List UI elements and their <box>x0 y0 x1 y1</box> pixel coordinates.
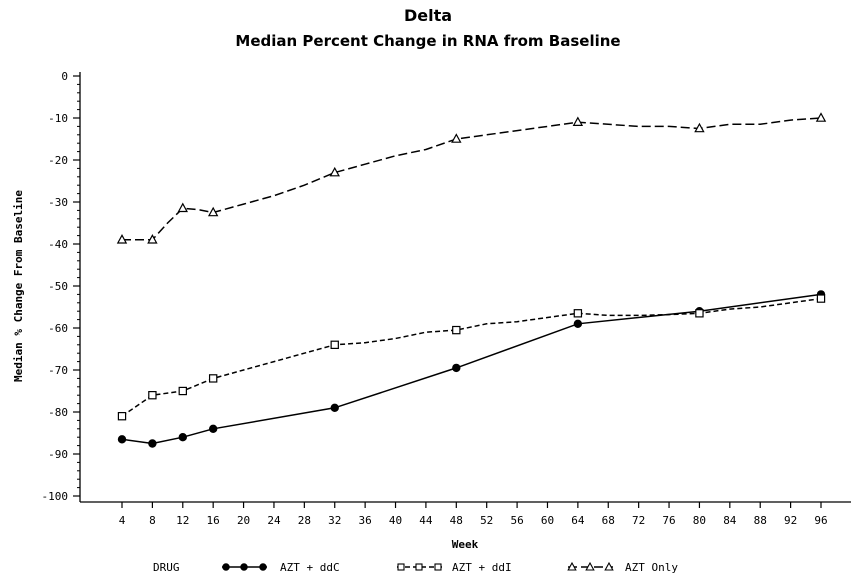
data-point <box>452 363 461 373</box>
series-2 <box>116 112 827 244</box>
data-point <box>452 325 461 335</box>
legend-marker <box>240 563 248 571</box>
legend-marker <box>434 563 442 571</box>
data-point <box>178 386 187 396</box>
chart-title: Delta <box>404 6 452 25</box>
series-1 <box>117 294 826 421</box>
y-tick-label: -100 <box>42 490 69 503</box>
data-point <box>207 206 219 217</box>
data-point <box>148 439 157 448</box>
chart-subtitle: Median Percent Change in RNA from Baseli… <box>235 32 620 50</box>
x-tick-label: 16 <box>207 514 220 527</box>
x-tick-label: 44 <box>419 514 433 527</box>
legend-label: AZT + ddI <box>452 561 512 574</box>
y-tick-label: -90 <box>48 448 68 461</box>
y-tick-label: -10 <box>48 112 68 125</box>
data-point <box>815 112 827 122</box>
y-tick-label: -60 <box>48 322 68 335</box>
x-tick-label: 28 <box>298 514 311 527</box>
data-point <box>208 374 218 383</box>
data-point <box>329 166 340 177</box>
x-tick-label: 68 <box>602 514 615 527</box>
legend-marker <box>604 561 614 571</box>
data-point <box>178 433 187 442</box>
x-tick-label: 88 <box>754 514 767 527</box>
y-tick-label: -70 <box>48 364 68 377</box>
y-axis-label: Median % Change From Baseline <box>12 190 25 382</box>
y-tick-label: -80 <box>48 406 68 419</box>
x-tick-label: 12 <box>176 514 189 527</box>
x-tick-label: 20 <box>237 514 250 527</box>
data-point <box>148 391 157 400</box>
x-ticks: 4 8 12 16 20 24 28 32 36 40 44 48 52 56 60 64 68 72 76 80 84… <box>119 502 828 527</box>
legend-title: DRUG <box>153 561 180 574</box>
x-tick-label: 40 <box>389 514 402 527</box>
data-point <box>117 412 127 421</box>
x-tick-label: 60 <box>541 514 554 527</box>
y-tick-label: -50 <box>48 280 68 293</box>
data-point <box>116 234 128 244</box>
y-tick-label: -40 <box>48 238 68 251</box>
data-point <box>694 122 705 133</box>
data-point <box>573 319 583 328</box>
series-line <box>121 293 822 445</box>
legend-label: AZT + ddC <box>280 561 340 574</box>
y-tick-label: -20 <box>48 154 68 167</box>
x-tick-label: 8 <box>149 514 156 527</box>
data-point <box>147 234 158 244</box>
legend-marker <box>259 563 267 571</box>
x-tick-label: 4 <box>119 514 126 527</box>
data-point <box>330 403 339 412</box>
series-line <box>121 297 822 417</box>
legend-marker <box>415 563 423 571</box>
series-line <box>122 117 822 241</box>
x-tick-label: 24 <box>267 514 281 527</box>
x-tick-label: 32 <box>328 514 341 527</box>
data-point <box>208 424 218 433</box>
x-tick-label: 84 <box>723 514 737 527</box>
x-axis-label: Week <box>452 538 479 551</box>
x-tick-label: 96 <box>814 514 827 527</box>
series-0 <box>117 290 826 448</box>
data-point <box>177 202 188 213</box>
x-tick-label: 76 <box>662 514 675 527</box>
legend: DRUG AZT + ddC AZT + ddI AZT Only <box>153 561 678 574</box>
series-layer <box>116 112 827 448</box>
x-tick-label: 64 <box>571 514 585 527</box>
y-ticks: 0 -10 -20 -30 -40 -50 -60 -70 -80 -90 -100 <box>42 70 80 503</box>
legend-marker <box>222 563 230 571</box>
x-tick-label: 36 <box>359 514 372 527</box>
x-tick-label: 92 <box>784 514 797 527</box>
data-point <box>695 309 704 318</box>
data-point <box>572 116 584 127</box>
legend-marker <box>397 563 405 571</box>
data-point <box>451 133 462 143</box>
x-tick-label: 80 <box>693 514 706 527</box>
x-tick-label: 56 <box>510 514 523 527</box>
legend-label: AZT Only <box>625 561 678 574</box>
y-tick-label: -30 <box>48 196 68 209</box>
data-point <box>117 435 127 444</box>
legend-marker <box>567 561 577 571</box>
x-tick-label: 72 <box>632 514 645 527</box>
data-point <box>573 309 583 318</box>
x-tick-label: 48 <box>450 514 463 527</box>
data-point <box>816 294 826 303</box>
legend-marker <box>585 561 595 571</box>
x-tick-label: 52 <box>480 514 493 527</box>
data-point <box>330 340 339 350</box>
y-tick-label: 0 <box>61 70 68 83</box>
